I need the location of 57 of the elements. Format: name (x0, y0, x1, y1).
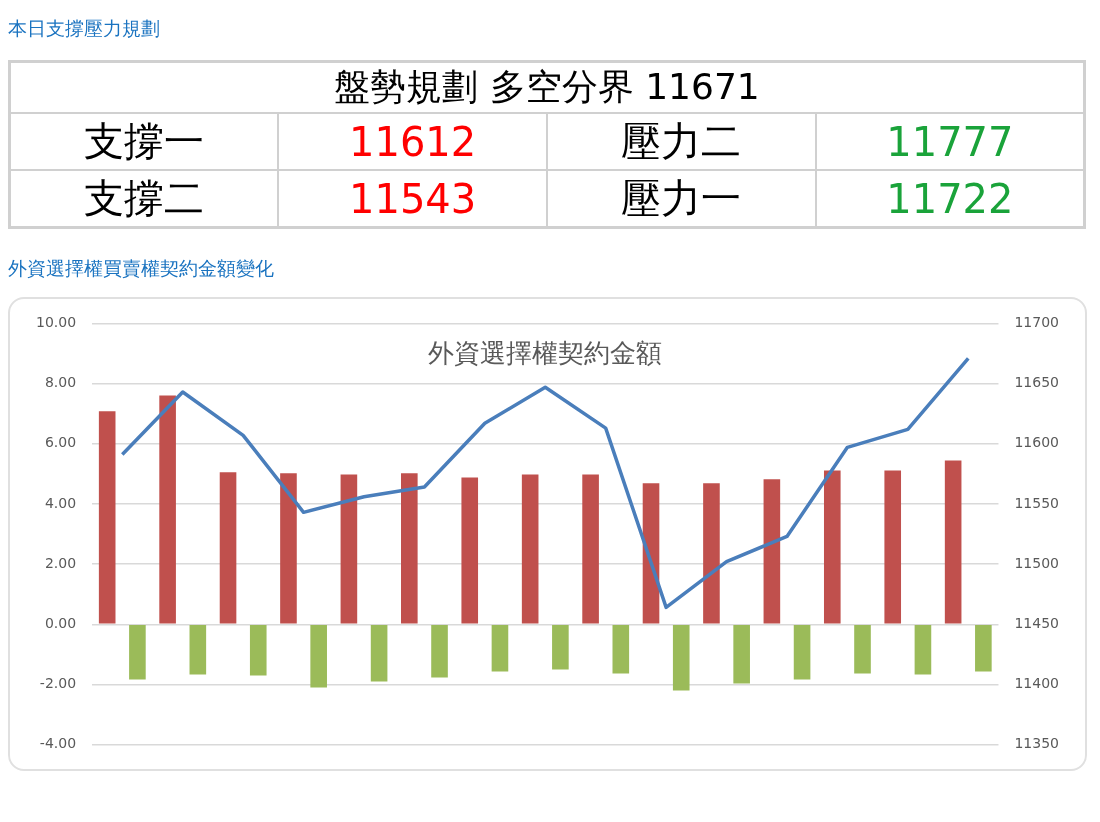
text: 11777 (815, 113, 1085, 170)
bar (733, 625, 750, 684)
y-tick-label: 6.00 (44, 434, 77, 451)
bar (159, 395, 176, 624)
bar (975, 625, 992, 672)
text: 11612 (278, 113, 547, 170)
bar (854, 625, 871, 674)
bar (461, 477, 479, 624)
bar (672, 625, 690, 691)
text: 壓力二 (547, 113, 816, 170)
bar (884, 470, 902, 624)
text: 11543 (278, 170, 547, 228)
y2-tick-label: 11450 (1014, 614, 1060, 631)
text: 盤勢規劃 多空分界 11671 (9, 61, 1085, 113)
y2-tick-label: 11600 (1014, 434, 1060, 451)
bar (703, 483, 720, 624)
bar (129, 625, 146, 680)
y2-tick-label: 11650 (1014, 374, 1060, 391)
y-tick-label: 10.00 (35, 314, 77, 331)
y-tick-label: -4.00 (39, 735, 77, 752)
bar (340, 474, 358, 624)
bar (823, 470, 841, 624)
y2-tick-label: 11350 (1014, 735, 1060, 752)
bar (914, 625, 932, 675)
y-tick-label: 8.00 (44, 374, 77, 391)
text: 支撐二 (9, 170, 279, 228)
bar (431, 625, 448, 678)
text: 本日支撐壓力規劃 (8, 16, 160, 41)
text: 壓力一 (547, 170, 816, 228)
bar (370, 625, 388, 682)
bar (249, 625, 267, 676)
y2-tick-label: 11500 (1014, 554, 1060, 571)
y2-tick-label: 11700 (1014, 314, 1060, 331)
bar (552, 625, 569, 670)
bar (793, 625, 811, 680)
bar (763, 479, 781, 624)
text: 外資選擇權契約金額 (428, 338, 663, 369)
bar (944, 460, 962, 624)
bar (219, 472, 237, 624)
bar (98, 411, 116, 624)
chart-subtitle: 外資選擇權買賣權契約金額變化 (8, 256, 274, 281)
y-tick-label: -2.00 (39, 675, 77, 692)
y2-tick-label: 11550 (1014, 494, 1060, 511)
bar (521, 474, 539, 624)
bar (189, 625, 207, 675)
text: 11722 (815, 170, 1085, 228)
bar (612, 625, 630, 674)
bar (582, 474, 599, 624)
y2-tick-label: 11400 (1014, 675, 1060, 692)
y-tick-label: 0.00 (44, 614, 77, 631)
bar (491, 625, 509, 672)
bar (310, 625, 327, 688)
y-tick-label: 4.00 (44, 494, 77, 511)
bar (280, 473, 297, 624)
y-tick-label: 2.00 (44, 554, 77, 571)
bar (401, 473, 418, 624)
text: 支撐一 (9, 113, 279, 170)
